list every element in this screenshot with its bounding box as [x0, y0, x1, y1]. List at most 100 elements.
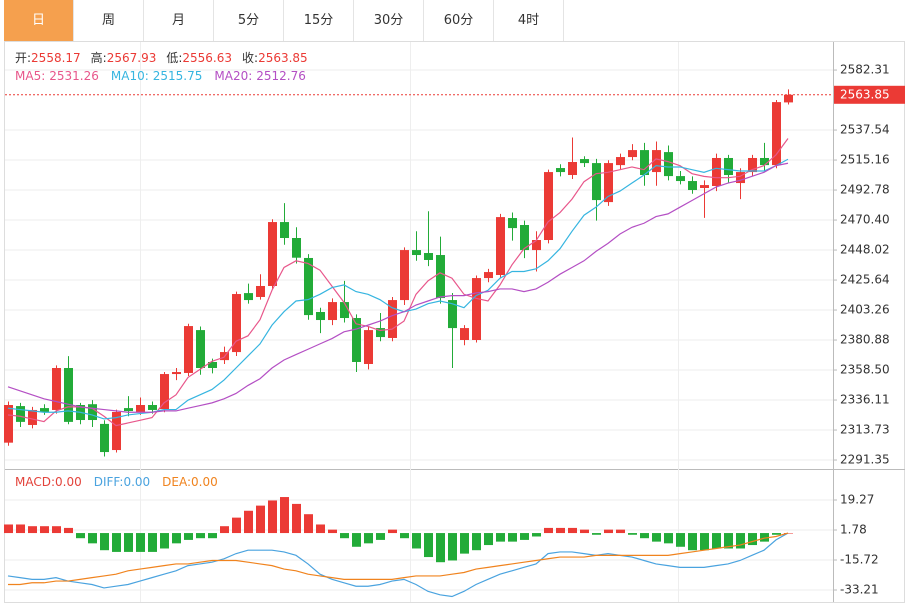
y-tick-label: 2358.50: [840, 363, 890, 377]
y-tick-label: 2448.02: [840, 243, 890, 257]
macd-bar: [256, 505, 265, 534]
macd-bar: [148, 533, 157, 552]
period-tab[interactable]: 15分: [284, 0, 354, 41]
candle-body: [772, 102, 781, 166]
candle-body: [112, 411, 121, 451]
ohlc-legend: 开:2558.17 高:2567.93 低:2556.63 收:2563.85: [15, 50, 308, 65]
candle-body: [460, 328, 469, 341]
period-tab[interactable]: 4时: [494, 0, 564, 41]
macd-bar: [544, 527, 553, 534]
candle-body: [520, 225, 529, 251]
macd-bar: [232, 517, 241, 534]
legend-text: 收:: [242, 51, 258, 65]
macd-bar: [628, 533, 637, 535]
legend-text: 2512.76: [256, 69, 306, 83]
macd-bar: [340, 533, 349, 539]
candle-body: [292, 238, 301, 258]
macd-bar: [388, 529, 397, 534]
legend-text: 高:: [91, 50, 107, 65]
period-tab[interactable]: 5分: [214, 0, 284, 41]
candle-body: [160, 374, 169, 410]
macd-bar: [580, 529, 589, 534]
candle-body: [268, 222, 277, 286]
macd-bar: [28, 526, 37, 534]
y-tick-label: -33.21: [840, 583, 879, 597]
candle-body: [328, 302, 337, 321]
candle-body: [724, 157, 733, 176]
macd-bar: [292, 503, 301, 534]
macd-bar: [520, 533, 529, 540]
legend-text: 2567.93: [107, 51, 157, 65]
candle-body: [352, 318, 361, 362]
candle-body: [232, 294, 241, 353]
macd-bar: [400, 533, 409, 539]
line-series: [7, 162, 789, 413]
candle-body: [280, 222, 289, 239]
period-tab[interactable]: 日: [4, 0, 74, 41]
legend-text: 2531.26: [49, 69, 99, 83]
macd-bar: [448, 533, 457, 561]
y-tick-label: 2336.11: [840, 393, 890, 407]
line-series: [7, 158, 789, 420]
candle-body: [712, 157, 721, 186]
y-tick-label: 1.78: [840, 523, 867, 537]
macd-bar: [316, 524, 325, 534]
candle-body: [256, 285, 265, 297]
macd-bar: [64, 527, 73, 534]
candle-body: [376, 328, 385, 338]
candle-body: [124, 408, 133, 412]
period-tab[interactable]: 60分: [424, 0, 494, 41]
y-tick-label: 2470.40: [840, 213, 890, 227]
line-series: [8, 532, 789, 586]
macd-bar: [436, 533, 445, 563]
candle-body: [700, 185, 709, 189]
candle-body: [364, 330, 373, 364]
candle-body: [628, 150, 637, 158]
ma-legend: MA5: 2531.26 MA10: 2515.75 MA20: 2512.76: [15, 69, 306, 83]
macd-bar: [760, 533, 769, 542]
macd-bar: [592, 533, 601, 535]
candle-body: [436, 255, 445, 299]
period-tab[interactable]: 30分: [354, 0, 424, 41]
y-tick-label: 2582.31: [840, 63, 890, 77]
line-series: [7, 138, 789, 427]
candle-body: [100, 423, 109, 453]
period-tab[interactable]: 月: [144, 0, 214, 41]
candle-body: [544, 172, 553, 241]
legend-text: 2563.85: [258, 51, 308, 65]
last-price-box: [834, 85, 905, 104]
legend-text: 2558.17: [31, 51, 81, 65]
period-tab[interactable]: 周: [74, 0, 144, 41]
candle-body: [388, 300, 397, 338]
macd-bar: [424, 533, 433, 558]
candle-body: [736, 172, 745, 184]
macd-bar: [496, 533, 505, 542]
candle-body: [508, 218, 517, 229]
macd-bar: [352, 533, 361, 547]
candle-body: [304, 257, 313, 316]
legend-text: 0.00: [123, 475, 150, 489]
legend-text: MACD:: [15, 475, 55, 489]
macd-bar: [16, 524, 25, 534]
macd-bar: [532, 533, 541, 537]
candle-body: [424, 253, 433, 260]
y-tick-label: 2425.64: [840, 273, 890, 287]
y-tick-label: 2403.26: [840, 303, 890, 317]
line-series: [7, 532, 789, 598]
macd-bar: [688, 533, 697, 551]
candle-body: [340, 302, 349, 319]
candle-body: [412, 250, 421, 256]
macd-bar: [664, 533, 673, 544]
candle-body: [664, 152, 673, 177]
macd-bar: [652, 533, 661, 542]
macd-bar: [160, 533, 169, 549]
candle-body: [592, 163, 601, 201]
macd-bar: [172, 533, 181, 544]
candle-body: [184, 326, 193, 373]
macd-bar: [412, 533, 421, 549]
y-tick-label: 2492.78: [840, 183, 890, 197]
period-tabs: 日周月 5分 15分 30分 60分 4时: [4, 0, 905, 42]
candle-body: [208, 361, 217, 369]
